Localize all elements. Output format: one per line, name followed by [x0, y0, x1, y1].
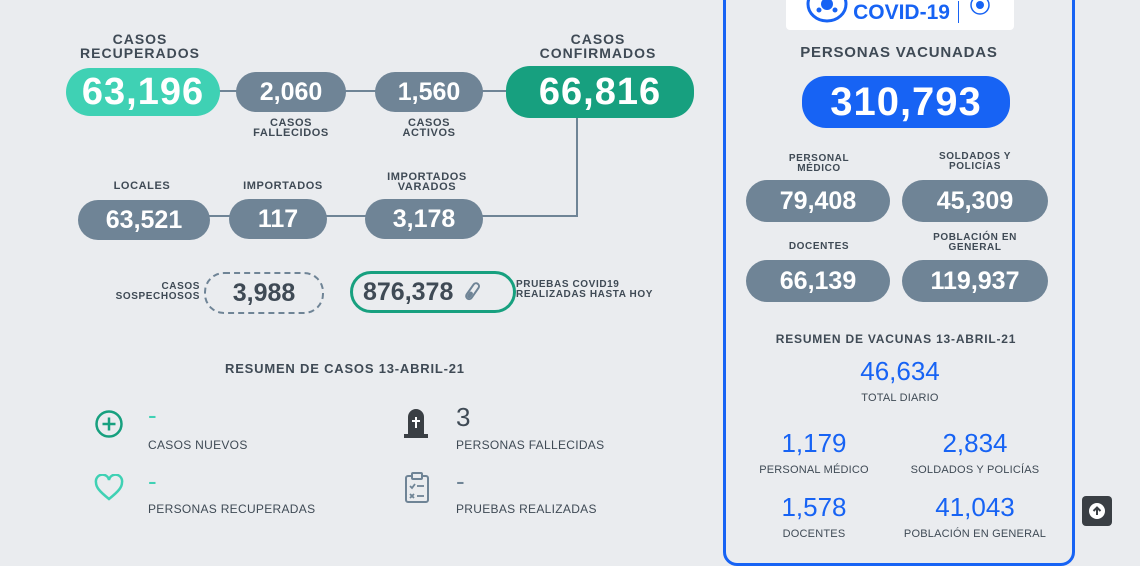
- connector-top: [210, 90, 520, 92]
- vaccinated-total: 310,793: [802, 76, 1010, 128]
- tests-value-box: 876,378: [350, 271, 516, 313]
- recovered-value: 63,196: [66, 68, 220, 116]
- tombstone-icon: [404, 409, 428, 438]
- daily-group-3-label: DOCENTES: [782, 528, 846, 540]
- stranded-label: IMPORTADOS VARADOS: [387, 171, 467, 193]
- suspect-value: 3,988: [204, 272, 324, 314]
- daily-total-value: 46,634: [860, 356, 940, 386]
- vaccine-summary-title: RESUMEN DE VACUNAS 13-ABRIL-21: [775, 332, 1017, 346]
- vac-group-1-value: 79,408: [746, 180, 890, 222]
- deaths-label: CASOS FALLECIDOS: [253, 117, 329, 139]
- deceased-value: 3: [456, 402, 471, 432]
- tests-label: PRUEBAS COVID19 REALIZADAS HASTA HOY: [516, 279, 653, 300]
- daily-group-2-value: 2,834: [942, 428, 1008, 458]
- vaccinated-title: PERSONAS VACUNADAS: [800, 44, 998, 61]
- deceased-label: PERSONAS FALLECIDAS: [456, 438, 605, 452]
- vac-group-4-label: POBLACIÓN EN GENERAL: [933, 232, 1017, 253]
- recovered-today-value: -: [148, 466, 157, 496]
- deaths-value: 2,060: [236, 72, 346, 112]
- logo-text: COVID-19: [853, 1, 950, 24]
- daily-total-label: TOTAL DIARIO: [861, 392, 939, 404]
- new-cases-label: CASOS NUEVOS: [148, 438, 248, 452]
- confirmed-label: CASOS CONFIRMADOS: [539, 31, 657, 61]
- virus-icon: [806, 0, 848, 23]
- new-cases-value: -: [148, 400, 157, 430]
- vac-group-3-label: DOCENTES: [788, 241, 850, 252]
- daily-group-4-value: 41,043: [935, 492, 1015, 522]
- recovered-today-label: PERSONAS RECUPERADAS: [148, 502, 316, 516]
- vac-group-1-label: PERSONAL MÉDICO: [788, 153, 850, 174]
- vac-group-3-value: 66,139: [746, 260, 890, 302]
- stranded-value: 3,178: [365, 199, 483, 239]
- arrow-up-icon: [1089, 503, 1105, 519]
- confirmed-value: 66,816: [506, 66, 694, 118]
- daily-group-1-label: PERSONAL MÉDICO: [759, 464, 869, 476]
- active-label: CASOS ACTIVOS: [402, 117, 456, 139]
- connector-vertical: [576, 112, 578, 216]
- vac-group-4-value: 119,937: [902, 260, 1048, 302]
- vac-group-2-label: SOLDADOS Y POLICÍAS: [939, 151, 1011, 172]
- vac-group-2-value: 45,309: [902, 180, 1048, 222]
- covid-logo: COVID-19: [786, 0, 1014, 30]
- scroll-to-top-button[interactable]: [1082, 496, 1112, 526]
- seal-icon: [970, 0, 990, 15]
- cases-summary-title: RESUMEN DE CASOS 13-ABRIL-21: [225, 361, 465, 376]
- clipboard-icon: [405, 472, 429, 503]
- local-value: 63,521: [78, 200, 210, 240]
- imported-label: IMPORTADOS: [243, 180, 323, 192]
- heart-icon: [94, 474, 124, 501]
- daily-group-1-value: 1,179: [781, 428, 847, 458]
- tests-value: 876,378: [363, 277, 454, 306]
- plus-circle-icon: [95, 410, 123, 438]
- logo-divider: [957, 1, 959, 23]
- tests-today-value: -: [456, 466, 465, 496]
- local-label: LOCALES: [113, 180, 171, 192]
- daily-group-2-label: SOLDADOS Y POLICÍAS: [910, 464, 1040, 476]
- imported-value: 117: [229, 199, 327, 239]
- active-value: 1,560: [375, 72, 483, 112]
- tests-today-label: PRUEBAS REALIZADAS: [456, 502, 597, 516]
- recovered-label: CASOS RECUPERADOS: [80, 31, 200, 61]
- daily-group-4-label: POBLACIÓN EN GENERAL: [903, 528, 1047, 540]
- test-tube-icon: [465, 282, 481, 301]
- daily-group-3-value: 1,578: [781, 492, 847, 522]
- suspect-label: CASOS SOSPECHOSOS: [115, 281, 200, 302]
